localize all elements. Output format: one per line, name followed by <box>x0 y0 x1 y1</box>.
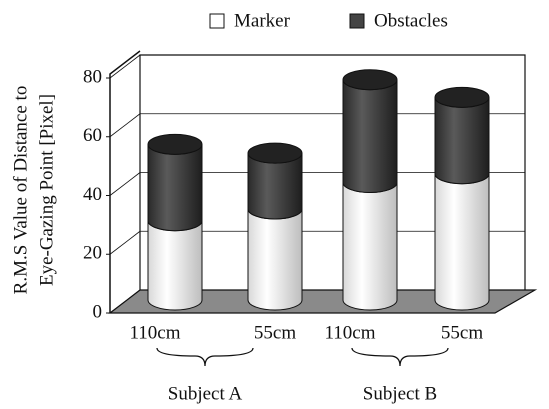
x-tick-label: 55cm <box>254 322 296 343</box>
cylinder-top <box>342 69 398 91</box>
cylinder-segment <box>247 208 303 311</box>
x-tick-label: 110cm <box>324 322 375 343</box>
cylinder-segment <box>147 144 203 232</box>
group-label: Subject A <box>168 383 243 404</box>
side-wall <box>109 50 141 313</box>
cylinder-top <box>247 142 303 164</box>
cylinder-segment <box>147 220 203 311</box>
cylinder-segment <box>434 173 490 311</box>
group-brace <box>156 347 254 367</box>
y-axis-label: Eye-Gazing Point [Pixel] <box>36 94 57 286</box>
y-tick-label: 0 <box>93 301 103 322</box>
cylinder-segment <box>342 182 398 311</box>
legend-swatch <box>209 13 225 29</box>
group-label: Subject B <box>363 383 437 404</box>
grid-line <box>109 172 141 196</box>
x-tick-label: 110cm <box>129 322 180 343</box>
y-tick-label: 20 <box>83 243 102 264</box>
y-tick-label: 80 <box>83 66 102 87</box>
legend-swatch <box>349 13 365 29</box>
grid-line <box>109 113 141 138</box>
grid-line <box>109 289 141 314</box>
group-brace <box>351 347 449 367</box>
legend-label: Marker <box>234 10 291 31</box>
cylinder-segment <box>434 97 490 185</box>
y-tick-label: 60 <box>83 125 102 146</box>
y-axis-label: R.M.S Value of Distance to <box>10 86 31 295</box>
cylinder-segment <box>342 79 398 193</box>
x-tick-label: 55cm <box>441 322 483 343</box>
cylinder-top <box>147 133 203 155</box>
y-tick-label: 40 <box>83 184 102 205</box>
legend-label: Obstacles <box>374 10 448 31</box>
grid-line <box>109 230 141 255</box>
grid-line <box>109 54 141 79</box>
cylinder-top <box>434 86 490 108</box>
